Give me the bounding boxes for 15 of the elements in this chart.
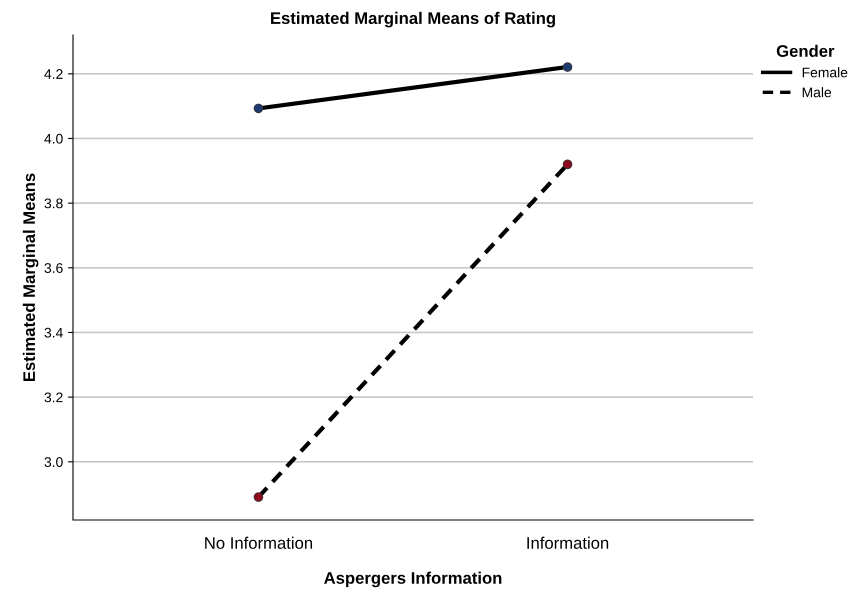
y-tick-label: 3.6 [44, 263, 63, 273]
y-tick-label: 3.4 [44, 328, 63, 338]
legend-label: Female [802, 67, 848, 78]
chart-title: Estimated Marginal Means of Rating [271, 12, 555, 28]
x-tick-label: Information [527, 536, 608, 549]
y-tick-label: 3.2 [44, 392, 63, 402]
y-axis-title: Estimated Marginal Means [22, 174, 38, 382]
y-tick-label: 3.8 [44, 198, 63, 208]
x-axis-title: Aspergers Information [324, 572, 502, 588]
x-tick-label: No Information [205, 536, 312, 549]
y-tick-label: 4.2 [44, 69, 63, 79]
legend-label: Male [802, 87, 832, 98]
legend-title: Gender [776, 44, 834, 57]
y-tick-label: 3.0 [44, 457, 63, 467]
y-tick-label: 4.0 [44, 134, 63, 144]
